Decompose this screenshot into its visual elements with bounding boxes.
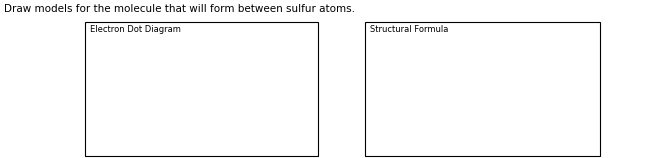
Text: Structural Formula: Structural Formula bbox=[370, 25, 448, 34]
Bar bbox=[85, 22, 318, 156]
Text: Electron Dot Diagram: Electron Dot Diagram bbox=[90, 25, 181, 34]
Text: Draw models for the molecule that will form between sulfur atoms.: Draw models for the molecule that will f… bbox=[4, 4, 355, 14]
Bar bbox=[365, 22, 600, 156]
